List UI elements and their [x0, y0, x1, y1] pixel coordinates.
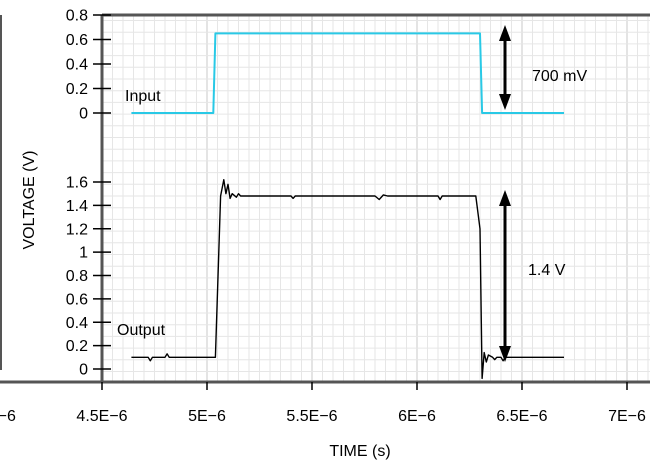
output-series-label: Output [117, 322, 166, 339]
y-tick-label: 0 [79, 106, 88, 123]
plot-frame [0, 13, 650, 384]
x-tick-label: 5.5E−6 [286, 408, 337, 425]
x-tick-label: 6E−6 [398, 408, 436, 425]
output-series-line [131, 179, 564, 380]
input-series-line [131, 32, 564, 114]
x-axis-title: TIME (s) [329, 443, 390, 460]
x-tick-label: 4E−6 [0, 408, 16, 425]
input-amplitude-arrow-head-top [499, 25, 511, 41]
y-tick-label: 0.4 [66, 315, 88, 332]
x-tick-label: 5E−6 [188, 408, 226, 425]
y-tick-label: 0.4 [66, 57, 88, 74]
x-tick-label: 4.5E−6 [76, 408, 127, 425]
input-series-label: Input [125, 88, 161, 105]
y-tick-label: 0 [79, 362, 88, 379]
input-amplitude-label: 700 mV [532, 68, 587, 85]
y-tick-label: 0.2 [66, 81, 88, 98]
y-axis-title: VOLTAGE (V) [21, 151, 38, 250]
axes-layer: 4E−6 4.5E−6 5E−6 5.5E−6 6E−6 6.5E−6 7E−6 0 0.2 0.… [0, 8, 646, 426]
output-amplitude-label: 1.4 V [528, 262, 566, 279]
series-layer [131, 32, 564, 380]
y-tick-label: 1.2 [66, 221, 88, 238]
output-amplitude-arrow-head-top [499, 190, 511, 206]
y-tick-label: 0.8 [66, 268, 88, 285]
y-tick-label: 1.4 [66, 198, 88, 215]
annotation-layer [499, 25, 511, 362]
output-amplitude-arrow-head-bottom [499, 346, 511, 362]
y-tick-label: 0.2 [66, 338, 88, 355]
input-amplitude-arrow-head-bottom [499, 94, 511, 110]
y-tick-label: 0.6 [66, 291, 88, 308]
x-tick-label: 6.5E−6 [496, 408, 547, 425]
y-tick-label: 1.6 [66, 175, 88, 192]
y-tick-label: 1 [79, 245, 88, 262]
y-tick-label: 0.6 [66, 32, 88, 49]
grid [102, 15, 650, 382]
y-tick-label: 0.8 [66, 8, 88, 25]
x-tick-label: 7E−6 [608, 408, 646, 425]
